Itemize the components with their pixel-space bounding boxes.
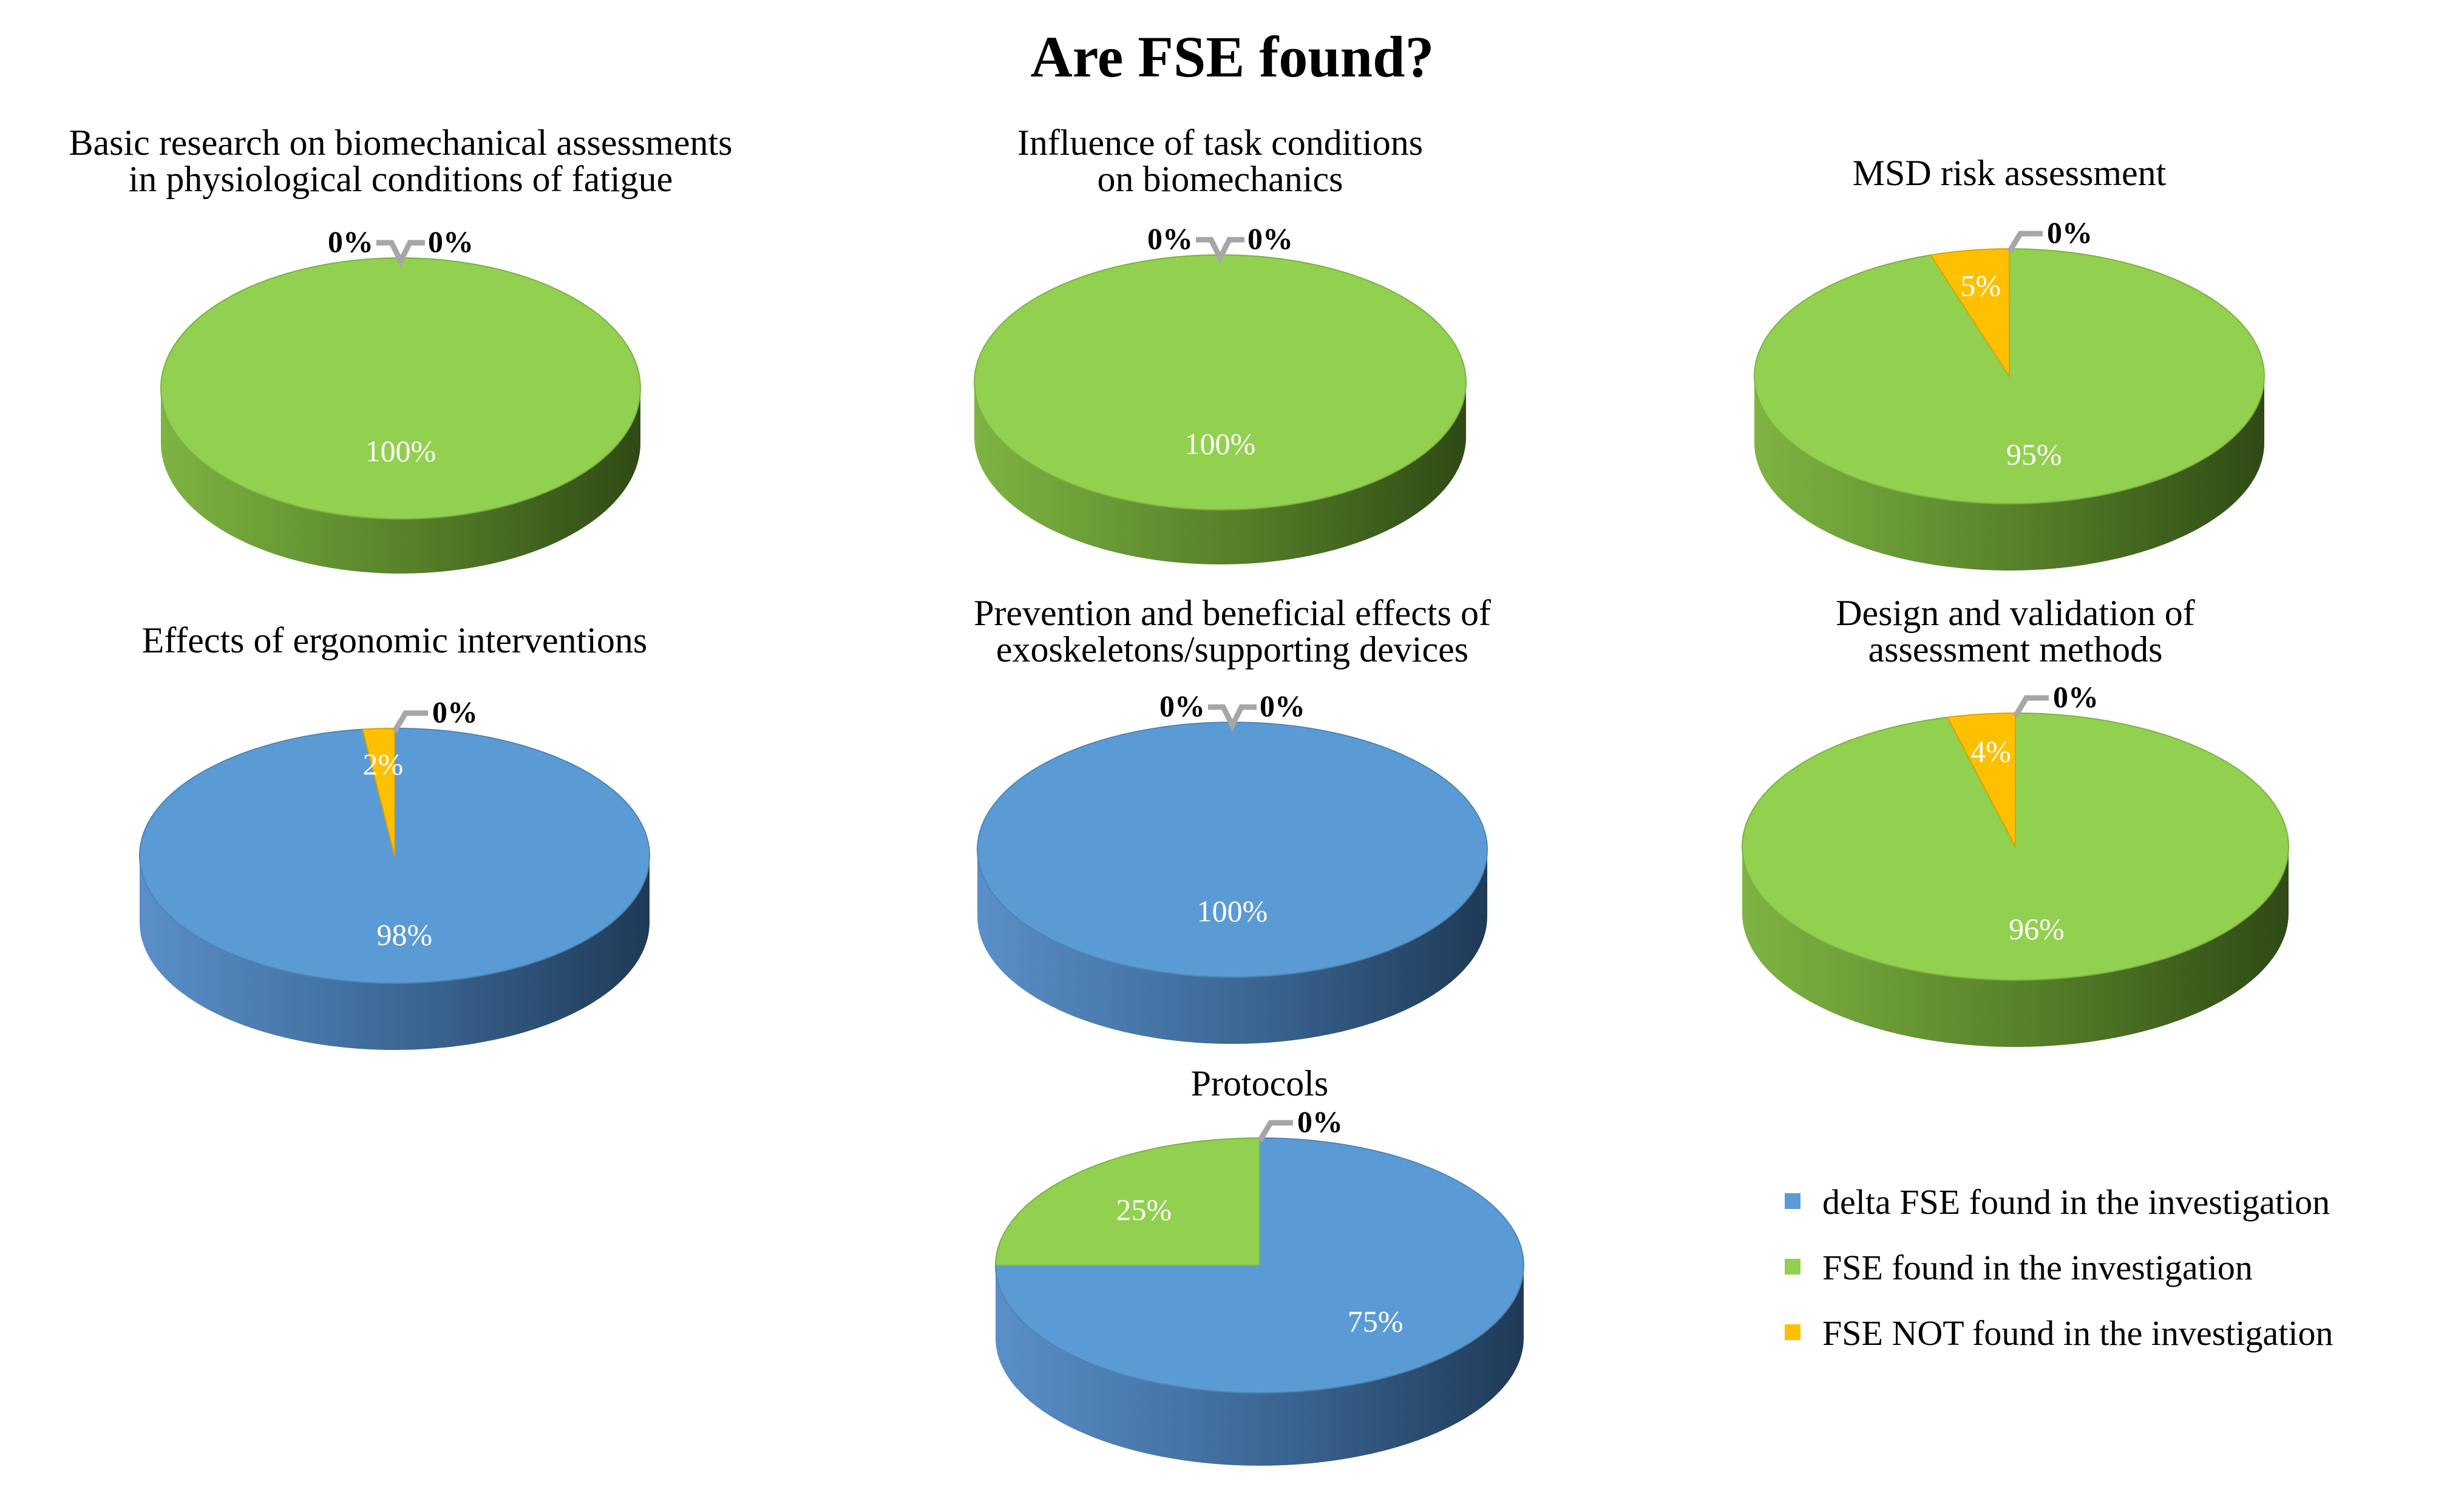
legend-swatch: [1785, 1193, 1800, 1209]
pie-title: on biomechanics: [1098, 159, 1343, 199]
pie-slice: [977, 722, 1488, 978]
slice-label: 0%: [2047, 215, 2092, 249]
leader-line: [1208, 704, 1257, 732]
pie-slice: [974, 254, 1467, 510]
legend-swatch: [1785, 1324, 1800, 1340]
slice-label: 100%: [1197, 894, 1268, 928]
figure-title: Are FSE found?: [1030, 24, 1434, 89]
slice-label: 96%: [2009, 912, 2065, 946]
slice-label: 0%: [2053, 680, 2099, 714]
slice-label: 75%: [1348, 1304, 1403, 1338]
pie-title: MSD risk assessment: [1853, 153, 2167, 193]
legend: delta FSE found in the investigation FSE …: [1785, 1182, 2333, 1353]
slice-label: 98%: [377, 918, 433, 952]
slice-label: 95%: [2006, 438, 2062, 472]
leader-line: [1257, 1120, 1293, 1143]
pie-charts: Basic research on biomechanical assessme…: [69, 123, 2289, 1466]
pie-chart: MSD risk assessment 95% 5% 0%: [1753, 153, 2265, 571]
pie-title: assessment methods: [1868, 629, 2163, 669]
pie-slice: [994, 1137, 1260, 1266]
pie-title: Effects of ergonomic interventions: [142, 620, 648, 660]
slice-label: 100%: [365, 434, 436, 468]
leader-line: [392, 710, 428, 733]
pie-slice-side: [977, 850, 1487, 1044]
slice-label: 0%: [1159, 689, 1205, 723]
legend-label: delta FSE found in the investigation: [1822, 1182, 2330, 1222]
slice-label: 25%: [1116, 1193, 1172, 1227]
slice-label: 0%: [1297, 1105, 1343, 1139]
slice-label: 0%: [1260, 689, 1305, 723]
pie-title: in physiological conditions of fatigue: [129, 159, 673, 199]
slice-label: 0%: [1147, 222, 1193, 256]
pie-chart: Basic research on biomechanical assessme…: [69, 123, 733, 574]
slice-label: 0%: [1247, 222, 1293, 256]
pie-slice: [160, 257, 641, 520]
slice-label: 100%: [1185, 427, 1256, 461]
pie-title: Basic research on biomechanical assessme…: [69, 123, 733, 163]
leader-line: [2007, 231, 2043, 254]
slice-label: 0%: [328, 225, 373, 259]
slice-label: 5%: [1960, 269, 2001, 303]
slice-label: 2%: [363, 747, 404, 781]
leader-line: [376, 240, 425, 268]
pie-slice-side: [974, 382, 1466, 564]
pie-title: exoskeletons/supporting devices: [996, 629, 1468, 669]
pie-slice-side: [161, 388, 640, 574]
legend-swatch: [1785, 1259, 1800, 1275]
pie-chart: Effects of ergonomic interventions 98% 2% 0…: [139, 620, 651, 1050]
pie-slice: [994, 1137, 1524, 1393]
pie-slice-side: [996, 1265, 1524, 1466]
legend-label: FSE NOT found in the investigation: [1822, 1313, 2333, 1353]
pie-title: Influence of task conditions: [1017, 123, 1423, 163]
leader-line: [2013, 695, 2049, 718]
pie-slice-side: [1754, 376, 2264, 571]
slice-label: 0%: [428, 225, 473, 259]
slice-label: 4%: [1970, 734, 2011, 768]
pie-title: Protocols: [1191, 1063, 1329, 1103]
slice-label: 0%: [432, 695, 478, 729]
pie-slice-side: [140, 856, 650, 1050]
legend-label: FSE found in the investigation: [1822, 1248, 2253, 1287]
pie-slice-side: [1742, 847, 2289, 1047]
pie-title: Prevention and beneficial effects of: [974, 593, 1491, 633]
leader-line: [1196, 237, 1244, 265]
pie-chart: Protocols 75% 25% 0%: [994, 1063, 1524, 1466]
pie-chart: Prevention and beneficial effects ofexos…: [974, 593, 1491, 1044]
pie-title: Design and validation of: [1836, 593, 2195, 633]
